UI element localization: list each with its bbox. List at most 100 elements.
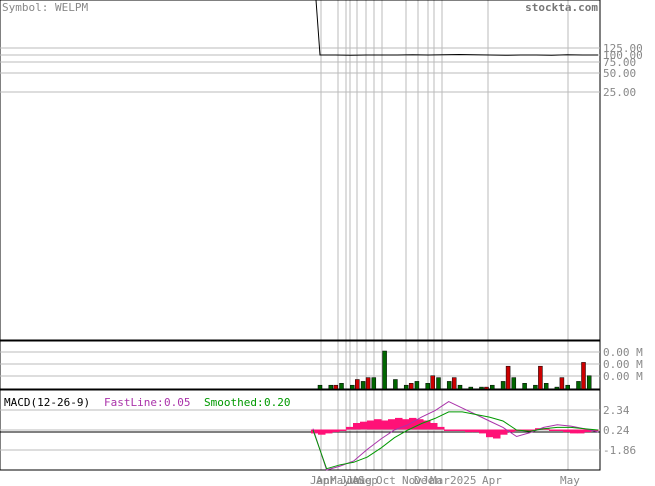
price-tick-label: 100.00: [603, 49, 643, 62]
macd-histogram-bar: [395, 417, 403, 430]
macd-histogram-bar: [367, 420, 375, 430]
macd-fastline: [312, 401, 599, 471]
macd-histogram-bar: [556, 429, 564, 431]
volume-bar-down: [538, 365, 543, 390]
volume-panel: 0.00 M0.00 M0.00 M: [0, 340, 643, 390]
macd-histogram-bar: [465, 429, 473, 433]
volume-bar-up: [360, 381, 366, 390]
volume-bar-up: [500, 381, 506, 390]
volume-bar-up: [403, 384, 409, 390]
volume-bar-down: [451, 377, 457, 390]
volume-bar-up: [457, 384, 463, 390]
volume-tick-label: 0.00 M: [603, 358, 643, 371]
macd-histogram-bar: [577, 429, 585, 434]
volume-bar-down: [581, 362, 586, 390]
macd-histogram-bar: [325, 429, 333, 434]
macd-histogram-bar: [472, 429, 480, 433]
volume-bar-up: [490, 384, 495, 390]
macd-histogram-bar: [332, 429, 340, 433]
price-tick-label: 25.00: [603, 86, 636, 99]
volume-bar-down: [408, 383, 414, 390]
symbol-value: WELPM: [55, 1, 88, 14]
macd-histogram-bar: [451, 429, 459, 431]
volume-bar-up: [543, 383, 549, 390]
x-tick-label: Nov: [402, 474, 422, 486]
volume-bar-up: [317, 384, 323, 390]
x-tick-label: May: [560, 474, 580, 486]
macd-histogram-bar: [591, 429, 599, 431]
volume-bar-up: [586, 375, 592, 390]
volume-bar-up: [393, 379, 398, 390]
macd-tick-label: 0.24: [603, 424, 630, 437]
macd-histogram-bar: [381, 420, 389, 430]
volume-tick-label: 0.00 M: [603, 346, 643, 359]
macd-histogram-bar: [563, 429, 571, 433]
macd-fastline-value: 0.05: [164, 396, 191, 409]
volume-bar-up: [554, 386, 560, 390]
macd-histogram-bar: [458, 429, 466, 431]
volume-bar-down: [333, 384, 339, 390]
x-tick-label: May: [330, 474, 350, 486]
volume-bar-up: [533, 384, 538, 390]
volume-bar-down: [355, 379, 360, 390]
price-line: [315, 0, 598, 56]
macd-smoothed-line: [312, 411, 599, 470]
macd-histogram-bar: [584, 429, 592, 433]
macd-histogram-bar: [430, 423, 438, 430]
volume-bar-down: [505, 365, 511, 390]
volume-bar-up: [371, 377, 377, 390]
macd-smoothed-value: 0.20: [264, 396, 291, 409]
x-tick-label: Jul: [346, 474, 366, 486]
macd-histogram-bar: [493, 429, 501, 439]
volume-bar-up: [479, 386, 484, 390]
volume-bar-up: [511, 377, 517, 390]
macd-panel: 2.34 0.24 -1.86: [0, 389, 636, 471]
price-grid: [320, 0, 569, 470]
x-tick-label: Jan: [310, 474, 330, 486]
macd-histogram-bar: [521, 429, 529, 431]
macd-tick-label: -1.86: [603, 444, 636, 457]
price-frame: [0, 0, 601, 341]
volume-bar-up: [425, 383, 430, 390]
volume-bar-up: [414, 381, 420, 390]
site-label: stockta.com: [525, 1, 598, 14]
macd-histogram-bar: [444, 429, 452, 431]
volume-bar-up: [436, 377, 441, 390]
macd-histogram-bar: [479, 429, 487, 434]
macd-title: MACD(12-26-9): [4, 396, 90, 409]
x-tick-label: Dec: [414, 474, 434, 486]
macd-histogram-bar: [486, 429, 494, 438]
volume-bar-up: [339, 383, 344, 390]
symbol-label: Symbol:: [2, 1, 48, 14]
price-tick-label: 75.00: [603, 56, 636, 69]
volume-bar-up: [328, 384, 334, 390]
macd-histogram-bar: [318, 429, 326, 435]
price-tick-label: 50.00: [603, 67, 636, 80]
volume-bar-up: [382, 350, 387, 390]
volume-bar-down: [559, 377, 565, 390]
x-tick-label: Sep: [358, 474, 378, 486]
macd-histogram-bar: [339, 429, 347, 431]
volume-bar-down: [430, 375, 435, 390]
volume-bar-down: [484, 386, 489, 390]
macd-histogram-bar: [570, 429, 578, 434]
macd-histogram-bar: [409, 417, 417, 430]
volume-bar-up: [522, 383, 527, 390]
macd-histogram-bar: [353, 423, 361, 430]
macd-histogram-bar: [388, 419, 396, 430]
macd-histogram-bar: [402, 419, 410, 430]
volume-bar-down: [365, 377, 371, 390]
macd-histogram-bar: [549, 429, 557, 431]
macd-fastline-label: FastLine:: [104, 396, 164, 409]
price-tick-label: 125.00: [603, 42, 643, 55]
volume-frame: [0, 340, 601, 390]
macd-histogram-bar: [311, 429, 319, 434]
macd-histogram-bar: [423, 420, 431, 430]
x-tick-label: Oct: [376, 474, 396, 486]
x-tick-label: Apr: [316, 474, 336, 486]
macd-tick-label: 2.34: [603, 404, 630, 417]
x-tick-label: Jun: [340, 474, 360, 486]
volume-bar-up: [565, 384, 570, 390]
